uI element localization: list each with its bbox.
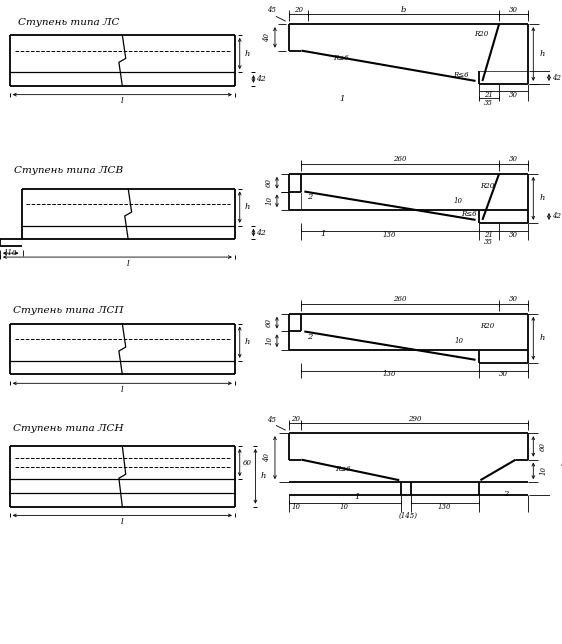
Text: 2: 2 <box>307 334 313 341</box>
Text: Ступень типа ЛСН: Ступень типа ЛСН <box>13 424 124 433</box>
Text: 130: 130 <box>383 231 396 238</box>
Text: 10: 10 <box>539 466 547 475</box>
Text: h: h <box>540 50 545 58</box>
Text: 1: 1 <box>320 230 325 238</box>
Text: R20: R20 <box>474 30 488 38</box>
Text: 1: 1 <box>355 493 360 501</box>
Text: Ступень типа ЛС: Ступень типа ЛС <box>18 18 119 26</box>
Text: 42: 42 <box>256 75 266 83</box>
Text: l: l <box>127 260 129 268</box>
Text: 42: 42 <box>552 213 561 220</box>
Text: 45: 45 <box>266 415 275 424</box>
Text: 40: 40 <box>263 33 271 42</box>
Text: 10: 10 <box>455 337 464 345</box>
Text: 110: 110 <box>4 249 17 257</box>
Text: 30: 30 <box>509 6 518 14</box>
Text: (145): (145) <box>398 511 418 520</box>
Text: R≤6: R≤6 <box>333 55 348 62</box>
Text: 10: 10 <box>265 196 273 205</box>
Text: 30: 30 <box>509 155 518 163</box>
Text: b: b <box>401 6 406 14</box>
Text: 35: 35 <box>484 238 493 247</box>
Text: 10: 10 <box>291 502 300 511</box>
Text: Ступень типа ЛСВ: Ступень типа ЛСВ <box>14 166 123 175</box>
Text: h: h <box>561 460 562 468</box>
Text: h: h <box>540 194 545 202</box>
Text: 30: 30 <box>509 231 518 238</box>
Text: h: h <box>540 334 545 343</box>
Text: 21: 21 <box>484 91 493 99</box>
Text: 260: 260 <box>393 295 407 303</box>
Text: h: h <box>261 472 266 480</box>
Text: 30: 30 <box>509 91 518 99</box>
Text: R≤6: R≤6 <box>453 71 469 79</box>
Text: 260: 260 <box>393 155 407 163</box>
Text: 20: 20 <box>291 415 300 422</box>
Text: 290: 290 <box>408 415 422 422</box>
Text: 10: 10 <box>454 197 463 205</box>
Text: 20: 20 <box>294 6 303 14</box>
Text: 2: 2 <box>307 193 313 202</box>
Text: h: h <box>245 50 250 57</box>
Text: l: l <box>121 386 124 394</box>
Text: h: h <box>245 203 250 211</box>
Text: 60: 60 <box>539 442 547 451</box>
Text: 10: 10 <box>340 502 349 511</box>
Text: 30: 30 <box>509 295 518 303</box>
Text: 40: 40 <box>263 453 271 462</box>
Text: 10: 10 <box>265 336 273 345</box>
Text: 30: 30 <box>498 370 507 379</box>
Text: 1: 1 <box>340 95 345 102</box>
Text: 130: 130 <box>383 370 396 379</box>
Text: 21: 21 <box>484 231 493 238</box>
Text: Ступень типа ЛСП: Ступень типа ЛСП <box>13 307 124 316</box>
Text: 60: 60 <box>265 318 273 327</box>
Text: 35: 35 <box>484 99 493 108</box>
Text: 60: 60 <box>265 178 273 187</box>
Text: 42: 42 <box>552 73 561 82</box>
Text: R≤6: R≤6 <box>335 466 350 473</box>
Text: l: l <box>121 518 124 526</box>
Text: R20: R20 <box>480 321 495 330</box>
Text: R≤6: R≤6 <box>461 210 477 218</box>
Text: R20: R20 <box>480 182 495 189</box>
Text: l: l <box>121 97 124 106</box>
Text: 42: 42 <box>256 229 266 236</box>
Text: 60: 60 <box>243 459 252 466</box>
Text: 130: 130 <box>437 502 451 511</box>
Text: 45: 45 <box>266 6 275 14</box>
Text: 2: 2 <box>503 490 509 498</box>
Text: h: h <box>245 338 250 346</box>
